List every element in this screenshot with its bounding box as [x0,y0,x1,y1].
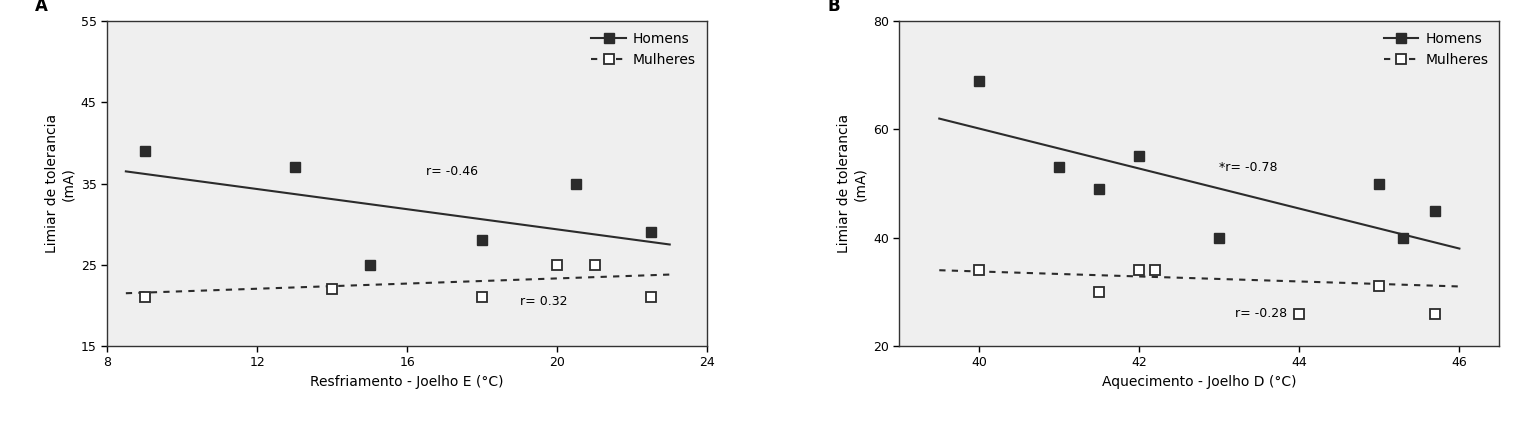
Text: r= -0.28: r= -0.28 [1235,307,1287,320]
Text: *r= -0.78: *r= -0.78 [1219,161,1278,174]
Text: A: A [35,0,47,15]
Legend: Homens, Mulheres: Homens, Mulheres [1380,28,1492,71]
Y-axis label: Limiar de tolerancia
(mA): Limiar de tolerancia (mA) [837,114,868,253]
Y-axis label: Limiar de tolerancia
(mA): Limiar de tolerancia (mA) [44,114,75,253]
Legend: Homens, Mulheres: Homens, Mulheres [588,28,701,71]
Text: r= -0.46: r= -0.46 [425,165,477,178]
X-axis label: Aquecimento - Joelho D (°C): Aquecimento - Joelho D (°C) [1102,375,1296,389]
Text: B: B [828,0,840,15]
Text: r= 0.32: r= 0.32 [520,295,568,308]
X-axis label: Resfriamento - Joelho E (°C): Resfriamento - Joelho E (°C) [311,375,503,389]
